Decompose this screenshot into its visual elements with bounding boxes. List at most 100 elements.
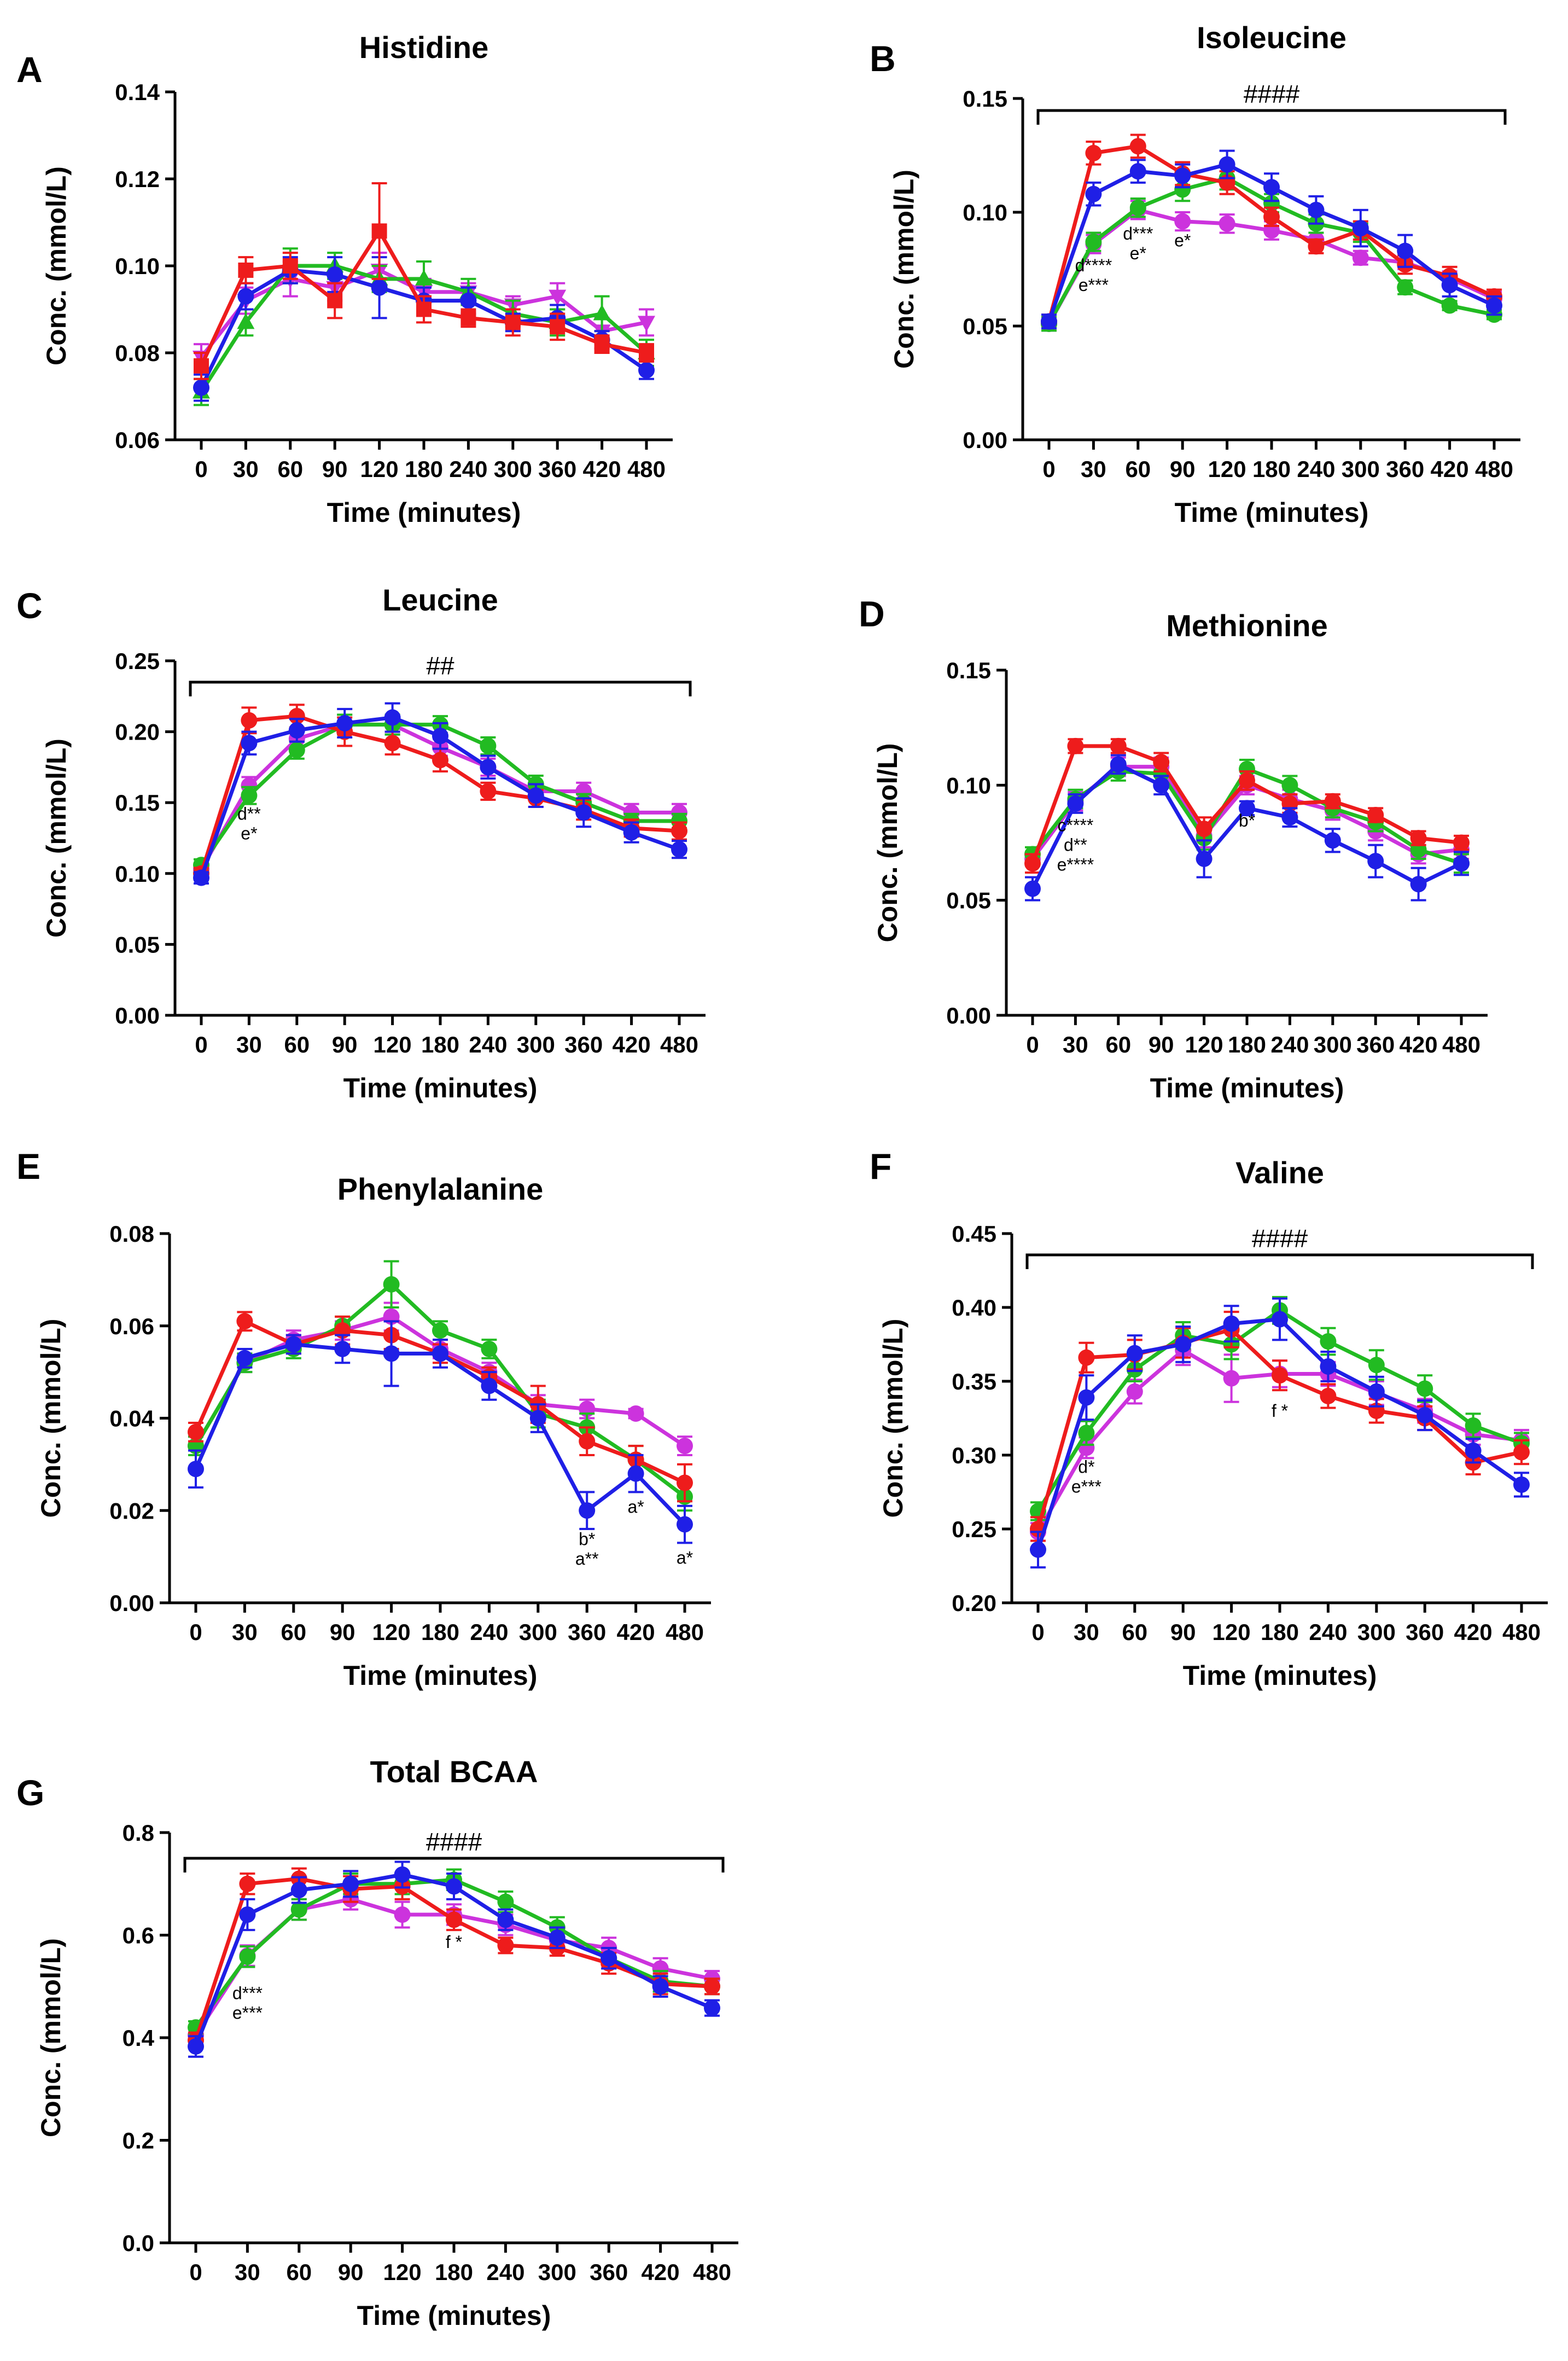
x-tick-label: 480 (660, 1032, 698, 1057)
data-point (1067, 737, 1084, 754)
x-tick-label: 90 (330, 1619, 355, 1645)
y-tick-label: 0.4 (123, 2025, 155, 2051)
data-point (1397, 242, 1414, 259)
data-point (1024, 855, 1041, 872)
data-point (241, 712, 258, 729)
data-point (371, 223, 387, 239)
y-tick-label: 0.25 (115, 648, 160, 674)
x-tick-label: 240 (469, 1032, 507, 1057)
data-point (623, 824, 640, 841)
series-red (194, 182, 654, 380)
x-tick-label: 420 (617, 1619, 655, 1645)
data-point (527, 787, 544, 804)
data-point (194, 358, 209, 374)
data-point (704, 1978, 720, 1995)
significance-annotation: b* (579, 1530, 595, 1549)
series-line (194, 1282, 686, 1498)
data-point (1465, 1442, 1482, 1459)
x-tick-label: 240 (486, 2259, 524, 2285)
x-tick-label: 420 (583, 456, 621, 482)
y-tick-label: 0.00 (963, 427, 1007, 453)
x-tick-label: 30 (1074, 1619, 1099, 1645)
panel-letter: E (16, 1146, 40, 1187)
data-point (1397, 279, 1414, 296)
y-tick-label: 0.8 (123, 1820, 154, 1846)
y-axis-label: Conc. (mmol/L) (872, 743, 903, 943)
data-point (336, 715, 353, 732)
x-tick-label: 0 (195, 1032, 207, 1057)
data-point (497, 1911, 514, 1928)
data-point (1219, 215, 1235, 232)
y-tick-label: 0.15 (115, 790, 160, 816)
series-blue (1041, 149, 1502, 330)
data-point (1513, 1444, 1530, 1461)
x-tick-label: 480 (1475, 456, 1513, 482)
data-point (594, 336, 610, 352)
data-point (1129, 163, 1146, 180)
data-point (1196, 850, 1213, 867)
data-point (1320, 1388, 1337, 1404)
data-point (384, 735, 401, 752)
data-point (1126, 1345, 1143, 1362)
x-tick-label: 300 (494, 456, 532, 482)
y-tick-label: 0.05 (963, 313, 1007, 339)
data-point (1126, 1383, 1143, 1400)
significance-annotation: d*** (1123, 224, 1153, 243)
y-tick-label: 0.0 (123, 2230, 154, 2256)
x-tick-label: 60 (1125, 456, 1151, 482)
chart-panel-e: E Phenylalanine 0.00 0.02 0.04 0.06 0.08 0 30 60 9… (16, 1146, 711, 1691)
data-point (671, 841, 687, 858)
data-point (188, 2038, 204, 2055)
y-tick-label: 0.00 (946, 1003, 991, 1028)
data-point (290, 1901, 307, 1918)
data-point (1129, 138, 1146, 155)
data-point (1239, 800, 1255, 817)
data-point (1352, 220, 1369, 237)
x-tick-label: 360 (1356, 1032, 1395, 1057)
significance-annotation: f * (1272, 1401, 1288, 1421)
data-point (1078, 1424, 1095, 1441)
y-tick-label: 0.14 (115, 79, 160, 105)
y-tick-label: 0.35 (952, 1369, 996, 1394)
data-point (639, 345, 654, 360)
data-point (1352, 249, 1369, 266)
significance-annotation: f * (446, 1932, 462, 1952)
y-axis-label: Conc. (mmol/L) (41, 738, 72, 938)
x-tick-label: 180 (421, 1619, 459, 1645)
data-point (394, 1866, 411, 1883)
data-point (497, 1937, 514, 1954)
panel-letter: B (870, 38, 896, 79)
chart-title: Phenylalanine (337, 1172, 544, 1206)
significance-annotation: e* (1174, 230, 1191, 250)
x-axis-label: Time (minutes) (327, 497, 521, 528)
data-point (549, 289, 567, 306)
data-point (1085, 185, 1102, 202)
data-point (1441, 277, 1458, 294)
x-tick-label: 120 (1185, 1032, 1223, 1057)
chart-panel-g: G Total BCAA 0.0 0.2 0.4 0.6 0.8 0 30 60 90 120 180 2… (16, 1754, 738, 2331)
data-point (1024, 880, 1041, 897)
data-point (627, 1465, 644, 1482)
data-point (1153, 777, 1170, 794)
data-point (677, 1438, 693, 1455)
data-point (481, 1340, 498, 1357)
chart-title: Isoleucine (1197, 20, 1347, 55)
significance-annotation: d* (1078, 1457, 1094, 1476)
data-point (480, 783, 497, 800)
data-point (1030, 1541, 1046, 1558)
data-point (1320, 1358, 1337, 1375)
series-line (194, 1342, 686, 1526)
x-tick-label: 0 (1042, 456, 1055, 482)
data-point (480, 759, 497, 776)
x-tick-label: 240 (1297, 456, 1335, 482)
chart-panel-d: D Methionine 0.00 0.05 0.10 0.15 0 30 60 90 120 180… (859, 594, 1488, 1103)
data-point (1078, 1389, 1095, 1406)
y-tick-label: 0.2 (123, 2128, 154, 2154)
y-tick-label: 0.40 (952, 1295, 996, 1321)
data-point (371, 279, 388, 296)
data-point (1219, 156, 1235, 173)
x-tick-label: 420 (1400, 1032, 1438, 1057)
data-point (1368, 1383, 1385, 1400)
data-point (1410, 876, 1427, 893)
x-axis-label: Time (minutes) (1183, 1660, 1377, 1691)
